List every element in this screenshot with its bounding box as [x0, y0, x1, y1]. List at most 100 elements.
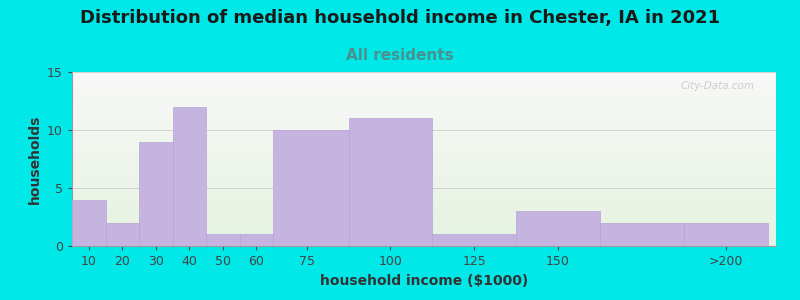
Bar	[273, 130, 349, 246]
Bar	[72, 183, 776, 184]
Bar	[72, 79, 776, 80]
Bar	[72, 76, 776, 77]
Bar	[72, 202, 776, 203]
Bar	[72, 217, 776, 218]
Bar	[72, 156, 776, 157]
Bar	[72, 209, 776, 210]
Bar	[516, 211, 600, 246]
Bar	[72, 212, 776, 213]
Bar	[72, 184, 776, 185]
Bar	[72, 112, 776, 113]
Bar	[72, 121, 776, 122]
Bar	[72, 109, 776, 110]
Bar	[72, 102, 776, 103]
Bar	[72, 239, 776, 240]
Bar	[72, 81, 776, 82]
Bar	[72, 139, 776, 140]
Bar	[72, 162, 776, 163]
Bar	[72, 220, 776, 221]
Bar	[72, 77, 776, 78]
Bar	[72, 74, 776, 75]
Bar	[72, 100, 776, 101]
Bar	[72, 97, 776, 98]
Text: City-Data.com: City-Data.com	[681, 81, 755, 91]
Bar	[240, 234, 273, 246]
Bar	[72, 178, 776, 179]
Bar	[72, 201, 776, 202]
Bar	[72, 219, 776, 220]
Bar	[72, 96, 776, 97]
Bar	[72, 78, 776, 79]
Bar	[72, 172, 776, 173]
Bar	[72, 95, 776, 96]
Bar	[72, 198, 776, 199]
Bar	[72, 142, 776, 143]
Bar	[72, 177, 776, 178]
Bar	[72, 144, 776, 145]
Bar	[72, 145, 776, 146]
Bar	[72, 87, 776, 88]
Bar	[72, 226, 776, 227]
Bar	[72, 188, 776, 189]
Bar	[72, 107, 776, 108]
Bar	[72, 122, 776, 123]
Bar	[72, 196, 776, 197]
Bar	[72, 210, 776, 211]
Bar	[72, 171, 776, 172]
Bar	[72, 169, 776, 170]
Bar	[72, 182, 776, 183]
Bar	[72, 193, 776, 194]
Bar	[72, 94, 776, 95]
Bar	[72, 138, 776, 139]
Bar	[72, 180, 776, 181]
Bar	[432, 234, 516, 246]
Y-axis label: households: households	[27, 114, 42, 204]
Bar	[72, 227, 776, 228]
Bar	[72, 235, 776, 236]
Bar	[72, 127, 776, 128]
Bar	[72, 135, 776, 136]
Bar	[72, 223, 776, 224]
Bar	[72, 89, 776, 90]
Bar	[72, 104, 776, 105]
Bar	[72, 116, 776, 117]
Bar	[72, 83, 776, 84]
Bar	[72, 143, 776, 144]
Bar	[72, 204, 776, 205]
Bar	[72, 197, 776, 198]
Bar	[72, 232, 776, 233]
Bar	[72, 222, 776, 223]
Bar	[72, 147, 776, 148]
Bar	[72, 218, 776, 219]
Bar	[72, 126, 776, 127]
Bar	[72, 229, 776, 230]
Bar	[72, 88, 776, 89]
Bar	[72, 187, 776, 188]
Bar	[72, 119, 776, 120]
Bar	[72, 245, 776, 246]
Bar	[72, 192, 776, 193]
Bar	[72, 175, 776, 176]
Bar	[72, 134, 776, 135]
Text: All residents: All residents	[346, 48, 454, 63]
Bar	[139, 142, 173, 246]
Bar	[72, 228, 776, 229]
Bar	[72, 157, 776, 158]
Bar	[72, 118, 776, 119]
Bar	[72, 173, 776, 174]
Bar	[72, 241, 776, 242]
Bar	[72, 153, 776, 154]
Bar	[72, 174, 776, 175]
Bar	[72, 202, 776, 203]
Bar	[72, 128, 776, 129]
Bar	[72, 150, 776, 151]
Bar	[72, 231, 776, 232]
Bar	[72, 120, 776, 121]
Bar	[72, 203, 776, 204]
Bar	[72, 214, 776, 215]
Bar	[72, 176, 776, 177]
Bar	[72, 161, 776, 162]
Bar	[72, 102, 776, 103]
Bar	[72, 207, 776, 208]
Bar	[72, 131, 776, 132]
